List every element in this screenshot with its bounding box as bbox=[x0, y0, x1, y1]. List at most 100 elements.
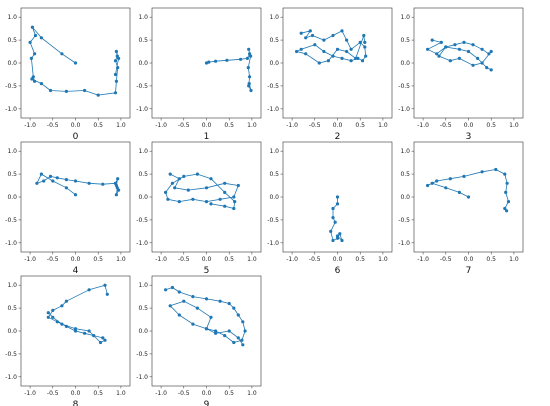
data-point bbox=[241, 343, 245, 347]
data-point bbox=[101, 336, 105, 340]
data-point bbox=[168, 172, 172, 176]
data-point bbox=[164, 288, 168, 292]
x-tick-label: -1.0 bbox=[24, 390, 36, 397]
data-point bbox=[33, 52, 37, 56]
data-point bbox=[103, 338, 107, 342]
data-point bbox=[113, 59, 118, 63]
y-tick-label: 1.0 bbox=[400, 148, 410, 155]
data-point bbox=[39, 172, 44, 176]
data-point bbox=[29, 56, 33, 61]
plot-frame bbox=[282, 7, 393, 119]
data-point bbox=[439, 40, 443, 45]
data-point bbox=[340, 238, 344, 243]
data-point bbox=[83, 88, 87, 93]
y-tick-label: -0.5 bbox=[136, 83, 148, 90]
data-point bbox=[232, 340, 236, 345]
data-point bbox=[457, 190, 461, 194]
data-point bbox=[457, 47, 461, 51]
x-tick-label: -1.0 bbox=[24, 256, 36, 263]
data-point bbox=[489, 49, 493, 54]
data-point bbox=[331, 54, 335, 58]
x-tick-label: 0.5 bbox=[486, 122, 496, 129]
x-tick-label: -0.5 bbox=[178, 122, 190, 129]
plot-frame bbox=[151, 141, 262, 253]
data-point bbox=[35, 181, 39, 185]
data-point bbox=[480, 61, 484, 65]
data-point bbox=[448, 59, 452, 63]
y-tick-label: 0.5 bbox=[400, 171, 410, 178]
y-tick-label: -0.5 bbox=[398, 217, 410, 224]
panel-9: -1.0 -0.5 0.0 0.5 1.0 1.0 0.5 0.0 -0.5 -1.0 9 bbox=[136, 275, 262, 406]
y-tick-label: 1.0 bbox=[7, 282, 17, 289]
data-point bbox=[435, 52, 439, 56]
data-point bbox=[304, 36, 308, 40]
data-point bbox=[209, 177, 213, 181]
panel-8: -1.0 -0.5 0.0 0.5 1.0 1.0 0.5 0.0 -0.5 -1.0 8 bbox=[5, 275, 131, 406]
data-point bbox=[46, 315, 50, 319]
y-tick-label: 1.0 bbox=[7, 14, 17, 21]
panel-1: -1.0 -0.5 0.0 0.5 1.0 1.0 0.5 0.0 -0.5 -1.0 1 bbox=[136, 7, 262, 142]
y-tick-label: 1.0 bbox=[138, 14, 148, 21]
data-point bbox=[356, 56, 360, 61]
y-tick-label: -0.5 bbox=[136, 351, 148, 358]
data-point bbox=[60, 52, 64, 56]
data-point bbox=[249, 54, 253, 58]
data-point bbox=[322, 49, 326, 54]
data-point bbox=[218, 197, 222, 201]
x-tick-label: -1.0 bbox=[286, 122, 298, 129]
data-point bbox=[33, 33, 38, 38]
x-tick-label: 0.0 bbox=[71, 256, 81, 263]
x-tick-label: 0.0 bbox=[71, 122, 81, 129]
data-point bbox=[170, 285, 174, 290]
data-point bbox=[505, 181, 509, 185]
x-tick-label: -0.5 bbox=[178, 256, 190, 263]
data-point bbox=[48, 174, 53, 178]
x-tick-label: 1.0 bbox=[247, 122, 257, 129]
data-point bbox=[87, 181, 91, 185]
data-point bbox=[227, 329, 231, 333]
data-point bbox=[503, 172, 507, 176]
data-point bbox=[304, 52, 308, 56]
y-tick-label: -1.0 bbox=[398, 106, 410, 113]
data-point bbox=[204, 327, 209, 331]
data-point bbox=[333, 220, 337, 224]
x-tick-label: 0.0 bbox=[464, 122, 474, 129]
x-tick-label: -1.0 bbox=[417, 122, 429, 129]
data-point bbox=[214, 59, 218, 63]
data-point bbox=[480, 47, 484, 51]
data-point bbox=[485, 66, 489, 70]
x-tick-label: 0.0 bbox=[202, 122, 212, 129]
data-point bbox=[335, 234, 340, 238]
y-tick-label: 1.0 bbox=[400, 14, 410, 21]
data-point bbox=[505, 209, 509, 213]
data-point bbox=[240, 338, 244, 342]
data-point bbox=[177, 200, 181, 204]
x-tick-label: -0.5 bbox=[309, 256, 321, 263]
x-tick-label: -1.0 bbox=[155, 390, 167, 397]
x-tick-label: -0.5 bbox=[178, 390, 190, 397]
data-point bbox=[313, 43, 317, 47]
x-tick-label: -1.0 bbox=[24, 122, 36, 129]
data-point bbox=[28, 40, 32, 45]
data-point bbox=[191, 322, 195, 326]
data-point bbox=[114, 49, 118, 54]
y-tick-label: 0.5 bbox=[269, 171, 279, 178]
data-point bbox=[247, 82, 251, 86]
x-tick-label: 0.5 bbox=[486, 256, 496, 263]
y-tick-label: -1.0 bbox=[398, 240, 410, 247]
panel-3: -1.0 -0.5 0.0 0.5 1.0 1.0 0.5 0.0 -0.5 -1.0 3 bbox=[398, 7, 524, 142]
data-point bbox=[101, 182, 105, 186]
data-point bbox=[448, 177, 452, 181]
y-tick-label: 1.0 bbox=[138, 148, 148, 155]
y-tick-label: 0.0 bbox=[400, 60, 410, 67]
data-point bbox=[191, 197, 195, 201]
data-point bbox=[209, 315, 213, 319]
data-point bbox=[223, 190, 227, 194]
x-tick-label: -0.5 bbox=[47, 256, 59, 263]
panel-title: 8 bbox=[73, 400, 79, 406]
data-point bbox=[195, 306, 199, 310]
data-point bbox=[30, 25, 34, 29]
x-tick-label: 0.5 bbox=[93, 256, 103, 263]
x-tick-label: 1.0 bbox=[247, 256, 257, 263]
data-point bbox=[164, 190, 168, 194]
